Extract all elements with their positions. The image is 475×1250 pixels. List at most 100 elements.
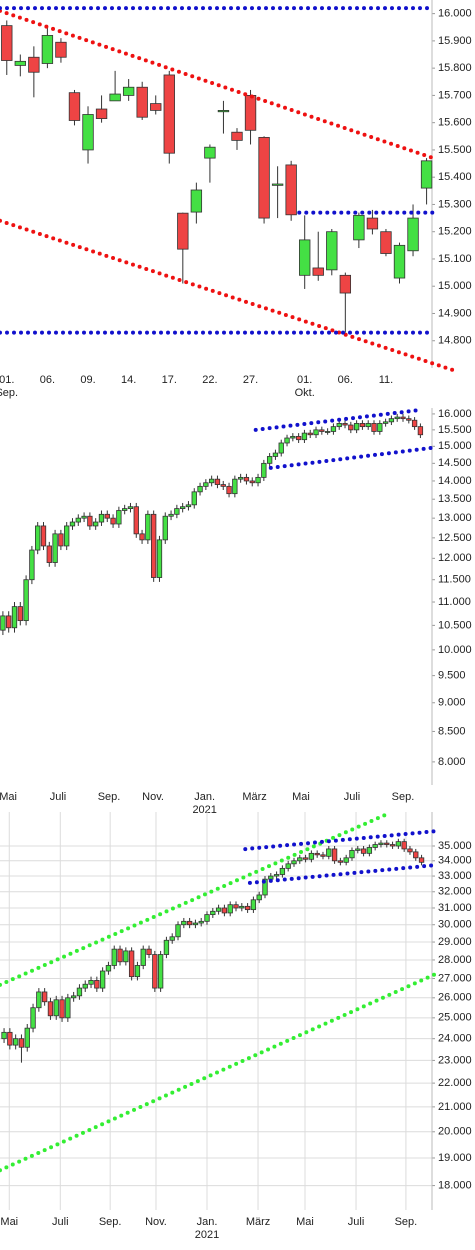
candle-body xyxy=(214,478,221,485)
y-tick-label: 9.000 xyxy=(438,697,466,709)
candle-body xyxy=(418,857,425,863)
y-tick-label: 13.500 xyxy=(438,493,472,505)
y-tick-label: 27.000 xyxy=(438,972,472,984)
x-tick-label: Jan. xyxy=(197,1216,218,1228)
candle-body xyxy=(389,844,396,847)
y-tick-label: 10.000 xyxy=(438,644,472,656)
candle-body xyxy=(324,431,331,433)
candle-body xyxy=(52,533,58,563)
y-tick-label: 25.000 xyxy=(438,1012,472,1024)
candle-body xyxy=(243,476,250,482)
x-tick-sublabel: Sep. xyxy=(0,387,18,399)
x-tick-label: Juli xyxy=(52,1216,69,1228)
y-tick-label: 31.000 xyxy=(438,902,472,914)
candle-body xyxy=(395,841,402,847)
candle-body xyxy=(152,954,158,989)
x-tick-label: 09. xyxy=(80,374,95,386)
candle-body xyxy=(378,842,384,845)
candle-body xyxy=(203,482,209,487)
candle-body xyxy=(208,478,215,484)
candle-body xyxy=(76,987,83,997)
x-tick-sublabel: Okt. xyxy=(295,387,315,399)
y-tick-label: 16.000 xyxy=(438,408,472,420)
candle-body xyxy=(393,244,406,279)
candle-body xyxy=(29,549,35,581)
candle-body xyxy=(136,86,148,118)
candle-body xyxy=(175,924,181,938)
candle-body xyxy=(320,854,326,857)
candle-body xyxy=(11,606,18,629)
candle-body xyxy=(157,954,164,989)
candle-body xyxy=(64,525,70,547)
y-tick-label: 28.000 xyxy=(438,954,472,966)
candle-body xyxy=(127,506,134,509)
candle-body xyxy=(146,948,152,955)
candle-body xyxy=(163,939,170,955)
candle-body xyxy=(339,274,352,294)
candle-body xyxy=(285,164,297,216)
y-tick-label: 15.800 xyxy=(438,62,472,74)
candle-body xyxy=(186,920,193,926)
candle-body xyxy=(372,844,378,848)
candle-body xyxy=(308,852,315,860)
x-tick-label: Nov. xyxy=(145,1216,167,1228)
y-tick-label: 14.500 xyxy=(438,457,472,469)
candle-body xyxy=(271,183,284,186)
candle-body xyxy=(69,521,76,527)
candle-body xyxy=(353,423,360,431)
y-tick-label: 8.000 xyxy=(438,756,466,768)
candle-body xyxy=(105,965,112,972)
y-tick-label: 18.000 xyxy=(438,1180,472,1192)
trend-line xyxy=(253,407,423,432)
candle-body xyxy=(55,41,67,58)
y-tick-label: 11.000 xyxy=(438,596,471,608)
candle-body xyxy=(47,1001,54,1017)
candle-body xyxy=(12,1038,19,1046)
y-tick-label: 12.500 xyxy=(438,532,472,544)
y-tick-label: 15.500 xyxy=(438,144,472,156)
candle-body xyxy=(365,423,371,428)
candle-body xyxy=(406,418,412,421)
candle-body xyxy=(221,907,228,914)
candle-body xyxy=(116,510,122,525)
candle-body xyxy=(163,74,175,154)
candle-body xyxy=(400,416,406,420)
candle-body xyxy=(53,999,59,1017)
candle-body xyxy=(301,432,308,441)
y-tick-label: 15.400 xyxy=(438,171,472,183)
candle-body xyxy=(284,437,290,444)
candle-body xyxy=(93,521,99,527)
candle-body xyxy=(111,948,117,966)
candle-body xyxy=(337,860,344,863)
x-tick-label: März xyxy=(242,791,266,803)
x-tick-label: Sep. xyxy=(98,791,121,803)
candle-body xyxy=(94,980,100,989)
candle-body xyxy=(302,857,309,860)
candle-body xyxy=(349,850,355,859)
candle-body xyxy=(268,875,274,880)
trend-line xyxy=(247,862,440,885)
y-tick-label: 23.000 xyxy=(438,1054,472,1066)
y-tick-label: 15.300 xyxy=(438,198,472,210)
candle-body xyxy=(81,515,87,519)
candle-body xyxy=(6,615,12,629)
candle-body xyxy=(255,476,261,484)
y-tick-label: 14.800 xyxy=(438,335,472,347)
candle-body xyxy=(380,231,392,254)
candle-body xyxy=(343,857,349,863)
y-tick-label: 12.000 xyxy=(438,552,472,564)
candle-body xyxy=(261,462,267,478)
candle-body xyxy=(36,991,42,1009)
candle-body xyxy=(210,910,216,916)
candle-body xyxy=(174,508,180,515)
y-tick-label: 32.000 xyxy=(438,886,472,898)
x-tick-label: Sep. xyxy=(395,1216,418,1228)
candle-body xyxy=(204,914,210,922)
candle-body xyxy=(204,146,216,159)
candle-body xyxy=(411,419,418,428)
y-tick-label: 21.000 xyxy=(438,1101,472,1113)
candle-body xyxy=(401,841,407,850)
x-tick-label: 06. xyxy=(40,374,55,386)
candle-body xyxy=(14,60,26,66)
x-tick-sublabel: 2021 xyxy=(195,1229,219,1241)
